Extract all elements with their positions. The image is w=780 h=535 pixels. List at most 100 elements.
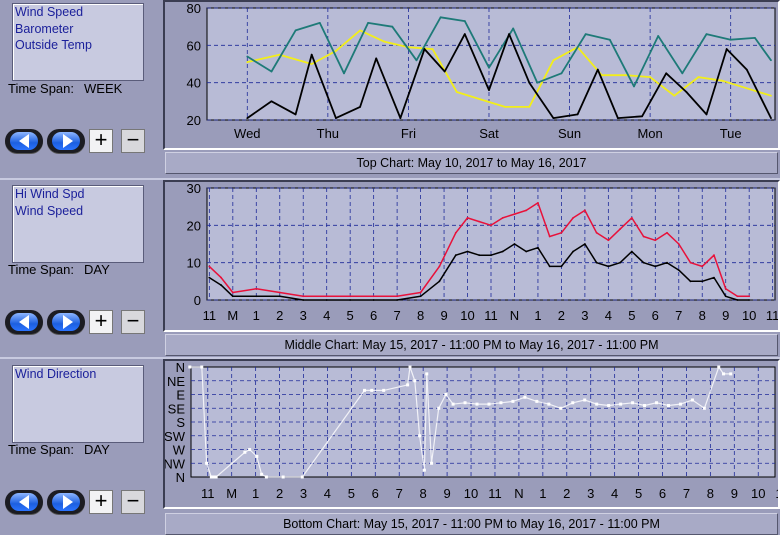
data-point xyxy=(705,113,708,116)
data-point xyxy=(666,231,668,234)
data-point xyxy=(372,299,375,301)
x-tick-label: M xyxy=(226,486,237,501)
data-point xyxy=(608,38,611,41)
data-point xyxy=(721,79,724,82)
x-tick-label: Wed xyxy=(234,126,261,141)
data-point xyxy=(770,59,772,62)
data-point xyxy=(673,94,676,97)
data-point xyxy=(423,48,426,50)
data-point xyxy=(419,295,422,298)
data-point xyxy=(278,291,281,294)
data-point xyxy=(302,299,305,301)
data-point xyxy=(654,265,657,268)
bottom-chart-frame: N NW W SW S SE E NE N 11 M 1 2 3 4 5 6 7 8 9 10 11 N 1 2 3 4 5 6 7 8 9 1… xyxy=(163,359,780,509)
data-point xyxy=(463,33,466,36)
data-point xyxy=(654,239,657,242)
x-tick-label: 6 xyxy=(372,486,379,501)
zoom-out-button[interactable]: − xyxy=(121,490,145,514)
x-tick-label: 1 xyxy=(539,486,546,501)
data-point xyxy=(478,254,481,257)
data-point xyxy=(501,216,504,219)
zoom-in-button[interactable]: + xyxy=(89,129,113,153)
zoom-in-button[interactable]: + xyxy=(89,490,113,514)
y-tick-label: 40 xyxy=(187,76,201,91)
data-point xyxy=(438,265,441,268)
data-point xyxy=(689,280,692,283)
left-arrow-icon xyxy=(19,495,29,509)
data-point xyxy=(641,115,643,118)
x-tick-label: 4 xyxy=(611,486,618,501)
panel-divider xyxy=(0,178,780,180)
x-tick-label: Thu xyxy=(317,126,339,141)
data-point xyxy=(677,243,680,245)
data-point xyxy=(513,243,516,245)
right-arrow-icon xyxy=(63,315,73,329)
data-point xyxy=(713,276,715,279)
zoom-in-button[interactable]: + xyxy=(89,310,113,334)
data-point xyxy=(713,254,715,257)
x-tick-label: 8 xyxy=(417,308,424,323)
data-point xyxy=(270,70,273,73)
y-tick-label: NW xyxy=(165,456,186,471)
y-tick-label: 60 xyxy=(187,38,201,53)
next-button[interactable] xyxy=(47,129,85,153)
top-chart-caption: Top Chart: May 10, 2017 to May 16, 2017 xyxy=(165,152,778,174)
zoom-out-button[interactable]: − xyxy=(121,129,145,153)
x-tick-label: 3 xyxy=(587,486,594,501)
y-tick-label: 80 xyxy=(187,2,201,16)
legend-item-wind-direction: Wind Direction xyxy=(15,367,97,381)
data-point xyxy=(729,38,732,41)
x-tick-label: 11 xyxy=(488,486,502,501)
x-tick-label: Fri xyxy=(401,126,416,141)
series-barometer-points xyxy=(246,16,772,88)
data-point xyxy=(619,261,621,264)
data-point xyxy=(560,231,563,234)
top-chart: 20 40 60 80 Wed Thu Fri Sat Sun Mon Tue xyxy=(187,1,776,141)
bottom-chart-caption: Bottom Chart: May 15, 2017 - 11:00 PM to… xyxy=(165,513,778,535)
x-tick-label: 1 xyxy=(534,308,541,323)
previous-button[interactable] xyxy=(5,310,43,334)
data-point xyxy=(318,22,321,24)
data-point xyxy=(536,81,539,84)
x-tick-label: 2 xyxy=(276,308,283,323)
next-button[interactable] xyxy=(47,310,85,334)
previous-button[interactable] xyxy=(5,129,43,153)
data-point xyxy=(753,36,756,39)
data-point xyxy=(439,16,442,19)
data-point xyxy=(504,106,506,108)
data-point xyxy=(729,372,733,376)
data-point xyxy=(367,22,370,24)
x-tick-label: 9 xyxy=(731,486,738,501)
zoom-out-button[interactable]: − xyxy=(121,310,145,334)
x-tick-label: 7 xyxy=(396,486,403,501)
x-tick-label: Sat xyxy=(479,126,499,141)
data-point xyxy=(512,27,515,30)
data-point xyxy=(649,76,652,78)
data-point xyxy=(488,89,490,92)
left-arrow-icon xyxy=(19,134,29,148)
time-span-label: Time Span: xyxy=(8,81,74,96)
y-tick-label: NE xyxy=(167,374,185,389)
data-point xyxy=(724,295,727,298)
x-tick-label: N xyxy=(510,308,519,323)
top-panel-sidebar: Wind Speed Barometer Outside Temp Time S… xyxy=(0,0,158,178)
data-point xyxy=(208,276,211,279)
next-button[interactable] xyxy=(47,490,85,514)
data-point xyxy=(528,106,531,108)
data-point xyxy=(745,87,748,90)
previous-button[interactable] xyxy=(5,490,43,514)
data-point xyxy=(689,261,692,264)
x-tick-label: 7 xyxy=(393,308,400,323)
x-tick-label: 11 xyxy=(766,308,778,323)
data-point xyxy=(619,228,621,230)
data-point xyxy=(552,117,555,120)
data-point xyxy=(310,63,313,65)
x-tick-label: 10 xyxy=(742,308,756,323)
data-point xyxy=(501,250,504,253)
y-tick-label: W xyxy=(173,443,186,458)
time-span-label: Time Span: xyxy=(8,262,74,277)
data-point xyxy=(231,291,234,294)
x-tick-label: 8 xyxy=(420,486,427,501)
y-tick-label: E xyxy=(176,388,185,403)
data-point xyxy=(455,91,458,93)
